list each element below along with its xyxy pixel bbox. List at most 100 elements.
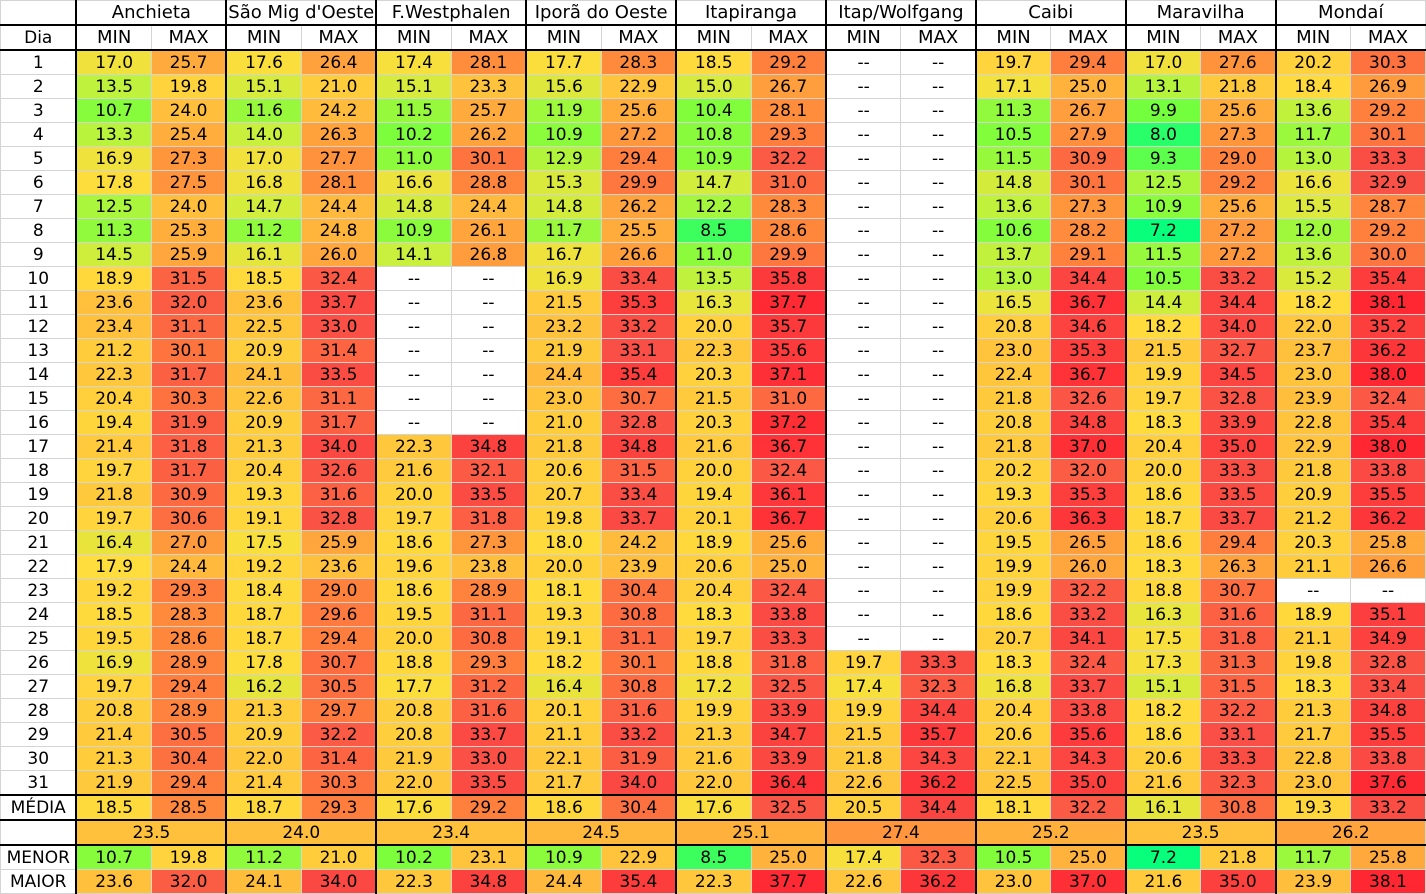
temp-cell: 21.3 bbox=[1274, 698, 1351, 723]
temp-cell: 22.3 bbox=[75, 362, 152, 387]
temp-cell: 10.6 bbox=[974, 218, 1052, 243]
temp-cell: -- bbox=[450, 266, 527, 291]
temp-cell: -- bbox=[375, 266, 452, 291]
temp-cell: 32.4 bbox=[1349, 386, 1426, 411]
temp-cell: 34.3 bbox=[1050, 746, 1127, 771]
temp-cell: 14.5 bbox=[75, 242, 152, 267]
table-row: 31 21.9 29.4 21.4 30.3 22.0 33.5 21.7 34.0 22.0 36… bbox=[0, 770, 1426, 796]
temp-cell: 28.9 bbox=[150, 650, 227, 675]
temp-cell: 34.8 bbox=[1349, 698, 1426, 723]
temp-cell: 18.7 bbox=[225, 794, 302, 821]
temp-cell: 17.8 bbox=[225, 650, 302, 675]
temp-cell: 32.8 bbox=[1349, 650, 1426, 675]
temp-cell: 27.3 bbox=[150, 146, 227, 171]
temp-cell: 18.7 bbox=[225, 626, 302, 651]
temp-cell: 35.4 bbox=[600, 362, 677, 387]
temp-cell: 23.2 bbox=[525, 314, 602, 339]
min-header: MIN bbox=[225, 24, 302, 51]
location-header: Itap/Wolfgang bbox=[824, 0, 977, 26]
temp-cell: 21.2 bbox=[75, 338, 152, 363]
temp-cell: 31.8 bbox=[150, 434, 227, 459]
temp-cell: -- bbox=[900, 74, 977, 99]
temp-cell: 20.9 bbox=[225, 338, 302, 363]
temp-cell: 30.8 bbox=[600, 602, 677, 627]
temp-cell: 17.0 bbox=[75, 49, 152, 75]
temp-cell: 27.3 bbox=[1200, 122, 1277, 147]
temp-cell: 34.0 bbox=[600, 770, 677, 796]
temp-cell: 26.3 bbox=[300, 122, 377, 147]
temp-cell: 20.4 bbox=[1124, 434, 1202, 459]
temp-cell: 35.0 bbox=[1200, 434, 1277, 459]
temp-cell: 32.4 bbox=[300, 266, 377, 291]
temp-cell: 26.2 bbox=[600, 194, 677, 219]
temp-cell: 28.2 bbox=[1050, 218, 1127, 243]
temp-cell: 23.6 bbox=[225, 290, 302, 315]
temp-cell: 31.7 bbox=[150, 458, 227, 483]
temp-cell: 15.1 bbox=[225, 74, 302, 99]
temp-cell: 18.3 bbox=[675, 602, 752, 627]
temp-cell: 20.3 bbox=[1274, 530, 1351, 555]
temp-cell: 29.9 bbox=[750, 242, 827, 267]
temp-cell: 37.7 bbox=[750, 869, 827, 894]
temp-cell: 29.4 bbox=[150, 674, 227, 699]
temp-cell: 8.5 bbox=[675, 218, 752, 243]
temp-cell: 29.4 bbox=[300, 626, 377, 651]
temp-cell: 29.2 bbox=[1349, 98, 1426, 123]
temp-cell: 23.9 bbox=[600, 554, 677, 579]
temp-cell: 33.5 bbox=[450, 482, 527, 507]
temp-cell: 18.5 bbox=[675, 49, 752, 75]
temp-cell: 22.6 bbox=[824, 869, 902, 894]
temp-cell: 30.3 bbox=[150, 386, 227, 411]
location-header: Maravilha bbox=[1124, 0, 1277, 26]
temp-cell: 36.7 bbox=[750, 434, 827, 459]
temp-cell: 14.7 bbox=[225, 194, 302, 219]
temp-cell: 31.1 bbox=[450, 602, 527, 627]
temp-cell: 19.4 bbox=[75, 410, 152, 435]
temp-cell: 30.4 bbox=[150, 746, 227, 771]
temp-cell: 29.0 bbox=[1200, 146, 1277, 171]
temp-cell: 16.9 bbox=[75, 146, 152, 171]
temp-cell: 20.6 bbox=[525, 458, 602, 483]
location-header: Anchieta bbox=[75, 0, 227, 26]
temp-cell: 21.0 bbox=[300, 74, 377, 99]
temp-cell: 21.0 bbox=[300, 844, 377, 870]
min-header: MIN bbox=[1124, 24, 1202, 51]
temp-cell: 31.1 bbox=[600, 626, 677, 651]
temp-cell: 29.9 bbox=[600, 170, 677, 195]
temp-cell: 28.5 bbox=[150, 794, 227, 821]
temp-cell: 25.5 bbox=[600, 218, 677, 243]
table-row: 2 13.5 19.8 15.1 21.0 15.1 23.3 15.6 22.9 15.0 26.… bbox=[0, 74, 1426, 99]
temp-cell: -- bbox=[900, 122, 977, 147]
temp-cell: 11.7 bbox=[525, 218, 602, 243]
temp-cell: 35.4 bbox=[600, 869, 677, 894]
temp-cell: 18.6 bbox=[974, 602, 1052, 627]
temp-cell: 20.0 bbox=[525, 554, 602, 579]
temp-cell: 36.4 bbox=[750, 770, 827, 796]
temp-cell: 28.1 bbox=[450, 49, 527, 75]
temp-cell: 18.4 bbox=[1274, 74, 1351, 99]
media-row: MÉDIA 18.5 28.5 18.7 29.3 17.6 29.2 18.6 30.4 17.… bbox=[0, 794, 1426, 821]
temp-cell: 25.9 bbox=[300, 530, 377, 555]
table-row: 28 20.8 28.9 21.3 29.7 20.8 31.6 20.1 31.6 19.9 33… bbox=[0, 698, 1426, 723]
temp-cell: 17.6 bbox=[225, 49, 302, 75]
temp-cell: 38.1 bbox=[1349, 290, 1426, 315]
temp-cell: 21.3 bbox=[225, 698, 302, 723]
temp-cell: 30.5 bbox=[300, 674, 377, 699]
temp-cell: 9.9 bbox=[1124, 98, 1202, 123]
temp-cell: -- bbox=[450, 338, 527, 363]
temp-cell: 14.4 bbox=[1124, 290, 1202, 315]
temp-cell: 19.2 bbox=[75, 578, 152, 603]
temp-cell: 22.5 bbox=[225, 314, 302, 339]
temp-cell: 20.9 bbox=[1274, 482, 1351, 507]
temp-cell: 21.8 bbox=[1200, 844, 1277, 870]
temp-cell: 34.0 bbox=[300, 869, 377, 894]
min-header: MIN bbox=[675, 24, 752, 51]
temp-cell: -- bbox=[824, 49, 902, 75]
temp-cell: 34.6 bbox=[1050, 314, 1127, 339]
day-label: 4 bbox=[0, 122, 78, 147]
temp-cell: 19.9 bbox=[1124, 362, 1202, 387]
temp-cell: 31.3 bbox=[1200, 650, 1277, 675]
temp-cell: 10.9 bbox=[525, 844, 602, 870]
temp-cell: -- bbox=[824, 74, 902, 99]
temp-cell: 32.2 bbox=[750, 146, 827, 171]
